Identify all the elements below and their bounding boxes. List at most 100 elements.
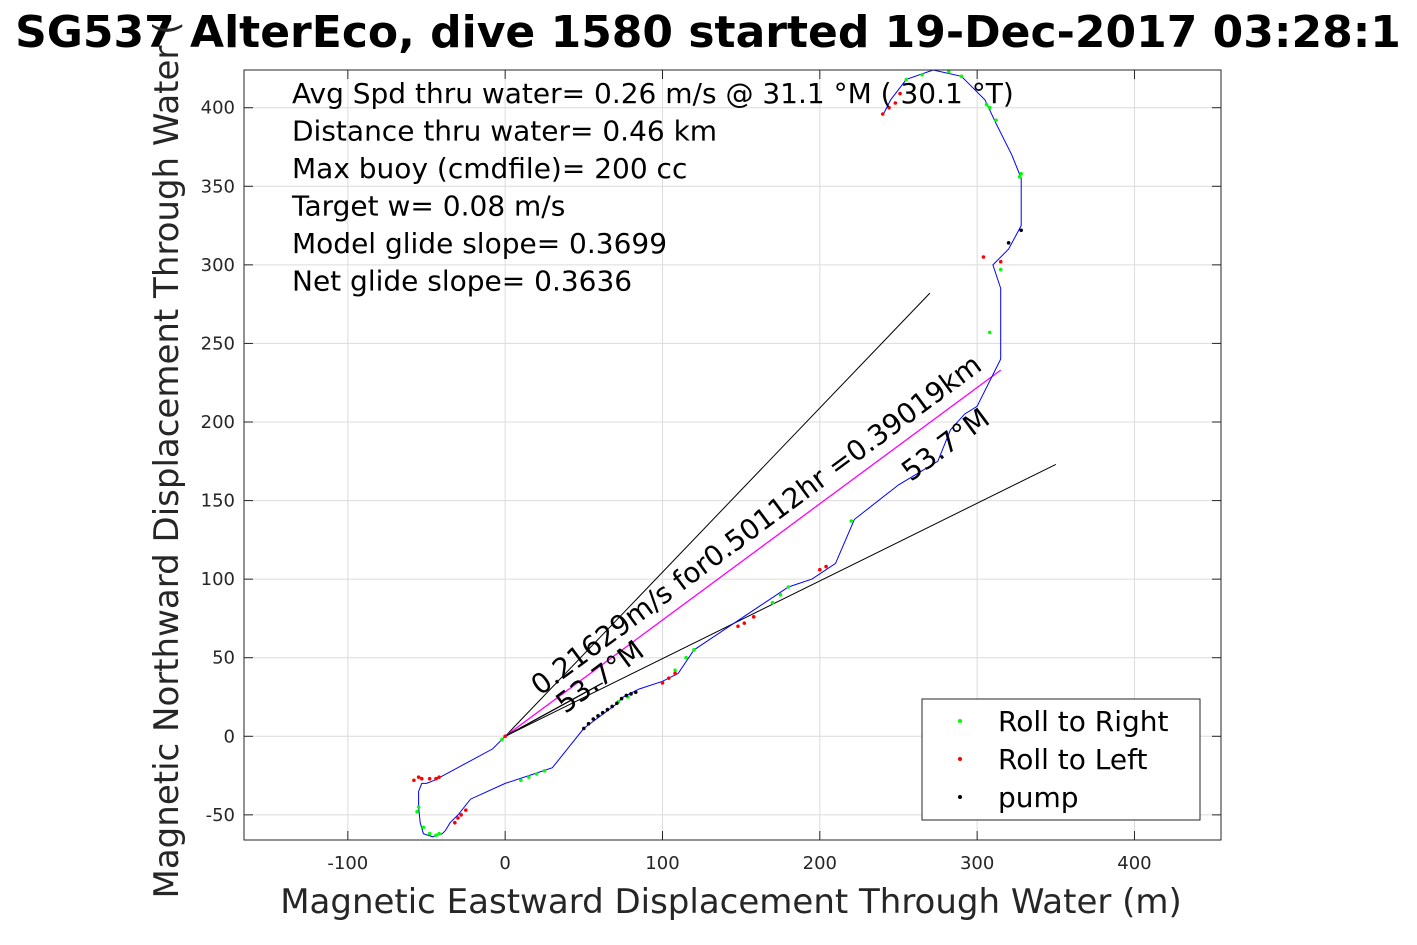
point-roll-to-right	[987, 105, 992, 110]
point-pump	[591, 717, 596, 721]
point-pump	[1006, 241, 1011, 245]
legend-marker	[958, 757, 962, 761]
point-roll-to-left	[751, 615, 756, 619]
y-tick-label: 150	[201, 491, 235, 512]
point-roll-to-left	[434, 776, 438, 781]
point-roll-to-right	[987, 330, 992, 335]
point-roll-to-right	[437, 831, 441, 836]
point-roll-to-left	[666, 676, 671, 680]
y-tick-label: 250	[201, 333, 235, 354]
annotation-line: Target w= 0.08 m/s	[291, 190, 565, 223]
annotation-line: Avg Spd thru water= 0.26 m/s @ 31.1 °M (…	[292, 77, 1014, 110]
point-roll-to-right	[684, 655, 688, 660]
point-roll-to-left	[503, 734, 507, 739]
point-roll-to-left	[412, 778, 416, 783]
point-roll-to-right	[673, 668, 677, 673]
vector-net-displacement	[504, 369, 1002, 737]
point-roll-to-right	[778, 593, 783, 597]
legend-box	[921, 698, 1201, 821]
point-roll-to-right	[994, 118, 998, 123]
point-roll-to-right	[519, 778, 523, 783]
point-roll-to-right	[542, 769, 547, 773]
point-roll-to-right	[904, 77, 909, 82]
line-layer	[418, 69, 1057, 838]
point-roll-to-left	[464, 808, 468, 812]
point-roll-to-left	[898, 91, 902, 96]
point-pump	[624, 693, 629, 698]
x-tick-label: 0	[499, 853, 510, 874]
plot-area: 0.21629m/s for0.50112hr =0.39019km53.7°M…	[201, 69, 1222, 874]
point-pump	[633, 690, 638, 695]
point-roll-to-left	[818, 567, 822, 572]
x-tick-label: 100	[645, 853, 679, 874]
point-roll-to-left	[427, 776, 432, 781]
legend: Roll to Right Roll to Left pump	[921, 698, 1201, 821]
point-roll-to-left	[981, 255, 986, 259]
y-tick-label: 50	[212, 648, 235, 669]
legend-marker	[958, 795, 962, 799]
y-tick-label: 200	[201, 412, 235, 433]
y-tick-label: 100	[201, 569, 235, 590]
point-pump	[629, 692, 633, 696]
point-roll-to-left	[998, 259, 1003, 264]
legend-label: pump	[998, 781, 1079, 814]
chart-title: SG537 AlterEco, dive 1580 started 19-Dec…	[15, 7, 1401, 58]
point-roll-to-left	[824, 564, 828, 569]
point-roll-to-right	[526, 775, 531, 779]
y-tick-label: 400	[201, 98, 235, 119]
axis-ticks: -100 0 100 200 300 400 -50 0 50 100 150 200 250 300 35…	[201, 70, 1221, 874]
point-roll-to-left	[419, 776, 424, 781]
annotation-line: Model glide slope= 0.3699	[292, 227, 667, 260]
point-roll-to-right	[1019, 171, 1023, 176]
point-roll-to-right	[920, 72, 924, 77]
point-pump	[582, 726, 586, 731]
point-roll-to-left	[887, 105, 891, 110]
point-roll-to-right	[947, 69, 951, 74]
point-roll-to-right	[427, 831, 432, 836]
legend-label: Roll to Right	[998, 705, 1169, 738]
point-roll-to-left	[416, 775, 421, 779]
point-roll-to-left	[880, 112, 885, 116]
point-roll-to-right	[984, 102, 989, 107]
point-roll-to-left	[660, 681, 665, 685]
point-roll-to-right	[534, 772, 539, 776]
annotation-line: Max buoy (cmdfile)= 200 cc	[292, 152, 687, 185]
x-tick-label: -100	[327, 853, 368, 874]
axes-frame	[243, 69, 1222, 841]
point-roll-to-right	[500, 737, 504, 742]
x-tick-label: 300	[960, 853, 994, 874]
track-line	[418, 69, 1022, 838]
y-tick-label: -50	[206, 805, 235, 826]
y-tick-label: 350	[201, 176, 235, 197]
point-roll-to-right	[434, 833, 438, 838]
point-roll-to-right	[998, 267, 1003, 272]
x-axis-label: Magnetic Eastward Displacement Through W…	[280, 882, 1182, 922]
point-pump	[615, 701, 619, 706]
point-roll-to-right	[692, 648, 696, 652]
point-pump	[605, 707, 610, 712]
legend-marker	[958, 719, 962, 723]
point-roll-to-right	[786, 585, 791, 589]
point-pump	[600, 710, 605, 715]
point-roll-to-left	[437, 775, 441, 779]
point-pump	[610, 704, 614, 709]
point-roll-to-left	[742, 621, 747, 625]
point-roll-to-right	[1017, 175, 1022, 179]
annotation-line: Distance thru water= 0.46 km	[292, 115, 717, 148]
vector-current	[504, 682, 604, 737]
point-roll-to-left	[893, 101, 898, 105]
point-roll-to-left	[736, 624, 740, 629]
point-roll-to-left	[459, 813, 463, 817]
x-tick-label: 400	[1117, 853, 1151, 874]
point-pump	[619, 696, 624, 701]
point-roll-to-right	[849, 519, 854, 523]
point-roll-to-right	[421, 825, 426, 830]
point-pump	[586, 721, 591, 726]
point-roll-to-right	[416, 805, 421, 809]
legend-items: Roll to Right Roll to Left pump	[958, 705, 1169, 814]
y-tick-label: 0	[224, 726, 235, 747]
legend-label: Roll to Left	[998, 743, 1147, 776]
point-roll-to-right	[770, 600, 775, 605]
y-tick-label: 300	[201, 255, 235, 276]
